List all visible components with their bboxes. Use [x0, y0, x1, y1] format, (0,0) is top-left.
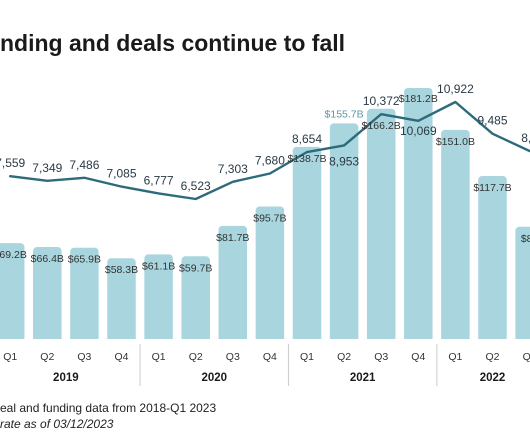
bar-value-label: $61.1B — [142, 260, 175, 272]
line-value-label: 7,559 — [0, 156, 26, 170]
bar-value-label: $58.3B — [105, 264, 138, 276]
line-value-label: 10,069 — [400, 124, 437, 138]
line-value-label: 6,777 — [144, 173, 174, 187]
note-data-source: eal and funding data from 2018-Q1 2023 — [0, 401, 216, 415]
line-value-label: 7,303 — [218, 162, 248, 176]
line-value-label: 8,654 — [292, 132, 322, 146]
bar — [404, 88, 433, 343]
x-tick-label: Q1 — [300, 351, 314, 363]
bar-value-label: $95.7B — [253, 212, 286, 224]
line-value-label: 7,486 — [69, 158, 99, 172]
bar-labels-group: $69.2B $66.4B $65.9B $58.3B $61.1B $59.7B $81.… — [0, 93, 530, 276]
bar — [478, 175, 507, 343]
x-year-label: 2020 — [201, 372, 227, 384]
bar — [107, 258, 136, 343]
x-tick-label: Q3 — [374, 351, 388, 363]
x-tick-label: Q4 — [411, 351, 425, 363]
bar-value-label: $181.2B — [399, 93, 438, 105]
x-tick-label: Q4 — [263, 351, 277, 363]
deals-line — [9, 100, 530, 201]
x-tick-label: Q1 — [152, 351, 166, 363]
bar — [329, 123, 359, 343]
bar — [70, 247, 99, 343]
x-tick-label: Q4 — [114, 351, 128, 363]
line-value-label: 10,922 — [437, 82, 474, 96]
bar-value-label: $155.7B — [325, 108, 364, 120]
bar-value-label: $65.9B — [68, 254, 101, 266]
x-axis: Q1 Q2 Q3 Q4 Q1 Q2 Q3 Q4 Q1 Q2 Q3 Q4 Q1 Q2 Q3 2019 2020 20… — [3, 344, 530, 386]
bar — [441, 129, 470, 343]
bar — [255, 206, 285, 343]
bar — [515, 226, 530, 343]
bar-value-label: $59.7B — [179, 262, 212, 274]
line-value-label: 10,372 — [363, 94, 400, 108]
bar — [218, 225, 248, 343]
x-tick-label: Q2 — [40, 351, 54, 363]
x-year-label: 2019 — [53, 372, 79, 384]
line-value-label: 6,523 — [181, 179, 211, 193]
line-value-label: 8,953 — [329, 154, 359, 168]
bar — [144, 254, 173, 343]
chart-title: nding and deals continue to fall — [0, 30, 345, 56]
x-tick-label: Q2 — [337, 351, 351, 363]
x-year-label: 2021 — [350, 372, 376, 384]
bar-value-label: $66.4B — [31, 253, 64, 265]
bar — [292, 146, 322, 343]
bars-group — [0, 88, 530, 345]
line-labels-group: 7,559 7,349 7,486 7,085 6,777 6,523 7,303 7,680… — [0, 82, 530, 193]
bar — [0, 243, 25, 343]
bar-value-label: $81.7B — [216, 232, 249, 244]
line-value-label: 7,680 — [255, 153, 285, 167]
line-value-label: 8,7 — [521, 131, 530, 145]
bar-value-label: $166.2B — [362, 120, 401, 132]
line-value-label: 9,485 — [477, 114, 507, 128]
x-tick-label: Q2 — [485, 351, 499, 363]
bar-value-label: $69.2B — [0, 249, 27, 261]
line-value-label: 7,085 — [106, 167, 136, 181]
bar-value-label: $117.7B — [473, 182, 511, 194]
x-tick-label: Q3 — [77, 351, 91, 363]
bar — [181, 256, 210, 343]
bar-value-label: $151.0B — [436, 136, 475, 148]
bar — [366, 108, 396, 343]
note-rate-date: rate as of 03/12/2023 — [0, 417, 114, 431]
bar-value-label: $138.7B — [287, 153, 326, 165]
bar — [33, 247, 62, 343]
x-tick-label: Q1 — [448, 351, 462, 363]
baseline-cover — [0, 339, 530, 345]
x-year-label: 2022 — [480, 372, 506, 384]
x-tick-label: Q3 — [226, 351, 240, 363]
bar-value-label: $81 — [521, 233, 530, 245]
x-tick-label: Q2 — [189, 351, 203, 363]
x-tick-label: Q3 — [523, 351, 530, 363]
line-value-label: 7,349 — [32, 161, 62, 175]
x-tick-label: Q1 — [3, 351, 17, 363]
line-group — [9, 100, 530, 201]
